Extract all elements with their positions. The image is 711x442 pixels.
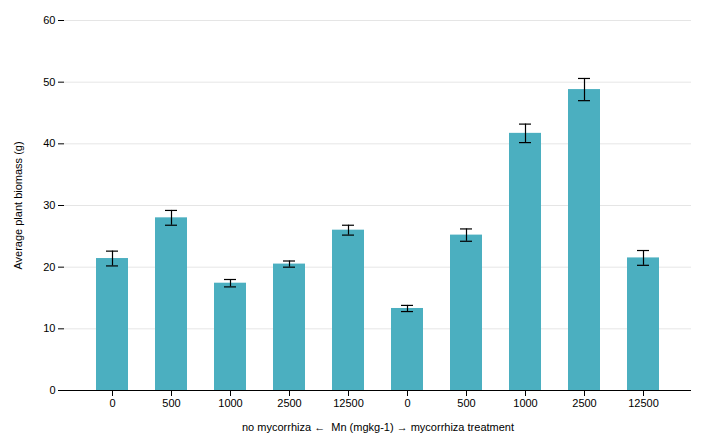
svg-text:40: 40 (43, 137, 55, 149)
svg-text:0: 0 (404, 397, 410, 409)
svg-text:2500: 2500 (572, 397, 596, 409)
svg-text:0: 0 (49, 384, 55, 396)
svg-text:20: 20 (43, 261, 55, 273)
svg-text:1000: 1000 (513, 397, 537, 409)
svg-text:500: 500 (162, 397, 180, 409)
svg-text:500: 500 (457, 397, 475, 409)
svg-text:1000: 1000 (218, 397, 242, 409)
svg-text:30: 30 (43, 199, 55, 211)
svg-text:12500: 12500 (628, 397, 659, 409)
svg-text:no mycorrhiza ← Mn (mgkg-1) →: no mycorrhiza ← Mn (mgkg-1) → mycorrhiza… (242, 421, 514, 433)
svg-text:0: 0 (109, 397, 115, 409)
svg-text:12500: 12500 (333, 397, 364, 409)
svg-text:2500: 2500 (277, 397, 301, 409)
svg-text:Average plant biomass (g): Average plant biomass (g) (12, 141, 24, 269)
svg-text:60: 60 (43, 14, 55, 26)
svg-text:50: 50 (43, 76, 55, 88)
svg-text:10: 10 (43, 322, 55, 334)
